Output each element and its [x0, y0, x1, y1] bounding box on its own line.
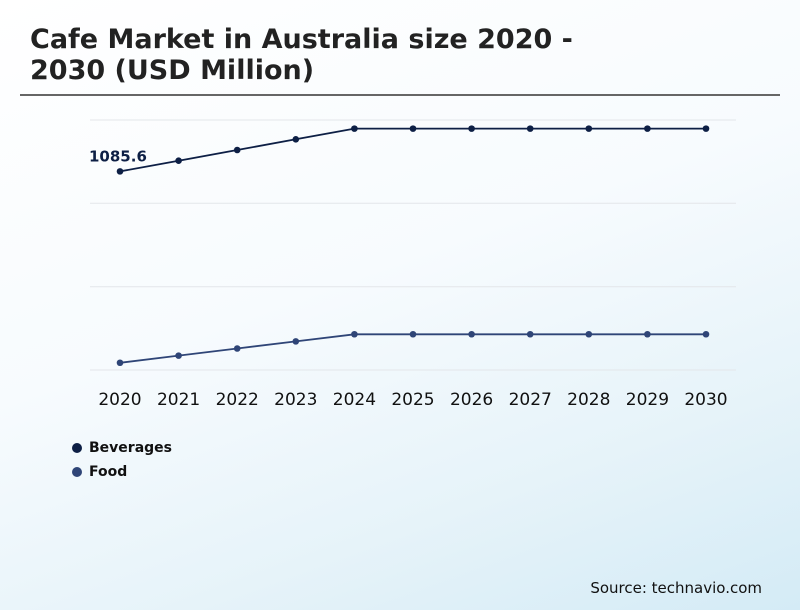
x-tick-2029: 2029 — [626, 390, 669, 410]
point-food-2029 — [644, 330, 651, 338]
series-line-beverages — [119, 127, 706, 173]
point-beverages-2022 — [233, 146, 241, 154]
x-tick-2021: 2021 — [157, 390, 200, 410]
point-food-2023 — [292, 338, 300, 345]
x-tick-2030: 2030 — [684, 390, 727, 410]
source-credit: Source: technavio.com — [590, 579, 762, 597]
point-food-2028 — [585, 330, 593, 338]
series-line-food — [119, 333, 706, 364]
point-food-2024 — [351, 330, 358, 338]
data-label-beverages-2020: 1085.6 — [89, 147, 147, 165]
point-beverages-2030 — [702, 125, 710, 132]
point-beverages-2027 — [526, 125, 534, 132]
x-tick-2023: 2023 — [274, 390, 317, 410]
point-beverages-2028 — [585, 125, 593, 132]
x-tick-2028: 2028 — [567, 390, 610, 410]
point-beverages-2024 — [351, 125, 358, 132]
series-lines — [116, 125, 710, 367]
point-food-2020 — [116, 359, 124, 367]
x-tick-2022: 2022 — [216, 390, 259, 410]
legend-label-food: Food — [89, 464, 128, 480]
point-beverages-2021 — [175, 157, 182, 164]
x-tick-2026: 2026 — [450, 390, 493, 410]
point-food-2021 — [175, 352, 182, 359]
point-beverages-2020 — [116, 168, 124, 175]
chart-title: Cafe Market in Australia size 2020 - 203… — [30, 24, 573, 86]
legend-item-beverages: Beverages — [72, 436, 172, 460]
point-food-2025 — [409, 330, 417, 338]
legend: Beverages Food — [72, 436, 172, 484]
point-food-2022 — [233, 345, 241, 352]
legend-label-beverages: Beverages — [89, 440, 172, 456]
x-tick-2027: 2027 — [509, 390, 552, 410]
x-tick-2020: 2020 — [98, 390, 141, 410]
point-food-2027 — [526, 330, 534, 338]
x-axis-ticks: 2020 2021 2022 2023 2024 2025 2026 2027 2028 2029… — [98, 390, 727, 410]
point-beverages-2029 — [644, 125, 651, 132]
point-food-2026 — [468, 330, 475, 338]
point-beverages-2023 — [292, 136, 300, 143]
title-divider — [20, 94, 780, 96]
gridlines — [90, 119, 736, 371]
point-beverages-2025 — [409, 125, 417, 132]
legend-item-food: Food — [72, 460, 172, 484]
point-beverages-2026 — [468, 125, 475, 132]
x-tick-2025: 2025 — [391, 390, 434, 410]
x-tick-2024: 2024 — [333, 390, 376, 410]
legend-swatch-beverages — [72, 443, 82, 453]
legend-swatch-food — [72, 467, 82, 477]
point-food-2030 — [702, 330, 710, 338]
annotations: 1085.6 — [89, 147, 147, 165]
